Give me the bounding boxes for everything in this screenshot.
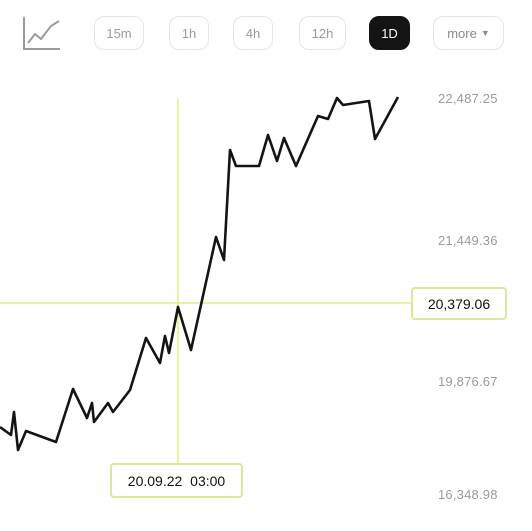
line-chart-icon[interactable] [21,14,63,52]
crosshair-price-label: 20,379.06 [411,287,507,320]
more-label: more [447,25,477,41]
timeframe-4h-button[interactable]: 4h [233,16,273,50]
timeframe-1d-button[interactable]: 1D [369,16,410,50]
timeframe-1h-button[interactable]: 1h [169,16,209,50]
timeframe-12h-button[interactable]: 12h [299,16,346,50]
timeframe-15m-button[interactable]: 15m [94,16,144,50]
price-axis-label: 19,876.67 [438,374,498,389]
timeframe-toolbar: 15m 1h 4h 12h 1D more ▼ [0,0,532,66]
price-axis-label: 16,348.98 [438,487,498,502]
price-line [0,96,400,452]
price-axis-label: 21,449.36 [438,233,498,248]
caret-down-icon: ▼ [480,28,490,38]
more-timeframes-button[interactable]: more ▼ [433,16,504,50]
crosshair-time-label: 20.09.22 03:00 [110,463,243,498]
price-axis-label: 22,487.25 [438,91,498,106]
